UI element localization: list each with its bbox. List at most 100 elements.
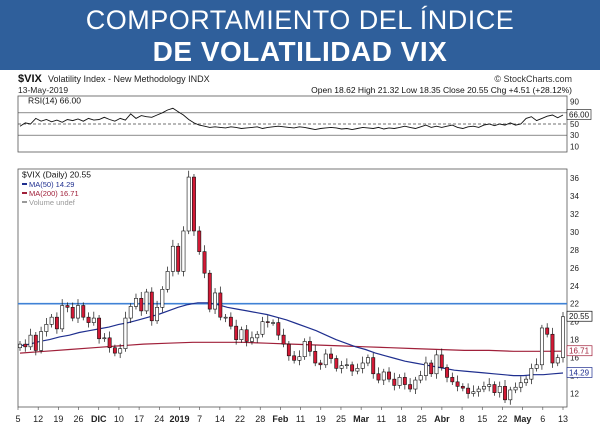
candle-body [476, 388, 481, 393]
x-tick-label: 17 [134, 414, 144, 424]
candle-body [165, 271, 170, 290]
candle-body [213, 292, 217, 310]
candle-body [139, 298, 144, 312]
candle-body [334, 358, 339, 369]
chart-header: $VIX Volatility Index - New Methodology … [18, 73, 572, 95]
rsi-tick-label: 90 [570, 98, 579, 107]
candle-body [234, 325, 239, 340]
x-tick-label: 19 [53, 414, 63, 424]
quote-line: Open 18.62 High 21.32 Low 18.35 Close 20… [311, 85, 572, 95]
candle-body [197, 230, 202, 252]
candle-body [292, 355, 297, 361]
x-tick-label: 22 [497, 414, 507, 424]
candle-body [397, 377, 402, 386]
candle-body [76, 305, 80, 319]
candle-body [366, 357, 370, 364]
price-tick-label: 16 [570, 354, 579, 363]
candle-body [86, 316, 91, 323]
stockcharts-watermark[interactable]: © StockCharts.com [494, 74, 572, 84]
x-tick-label: 28 [255, 414, 265, 424]
last-value-label: 20.55 [569, 312, 590, 321]
candle-body [239, 329, 244, 340]
candle-body [144, 291, 149, 312]
candle-body [44, 324, 49, 332]
x-tick-label: 7 [197, 414, 202, 424]
candle-body [555, 357, 560, 364]
symbol-label: $VIX [18, 73, 43, 85]
candle-body [276, 322, 281, 336]
price-tick-label: 24 [570, 282, 579, 291]
x-tick-label: 24 [154, 414, 164, 424]
candle-body [228, 316, 233, 327]
candle-body [323, 353, 328, 366]
candle-body [355, 368, 360, 372]
candle-body [513, 386, 518, 391]
x-tick-label: Mar [353, 414, 370, 424]
candle-body [455, 381, 460, 387]
x-tick-label: 26 [74, 414, 84, 424]
candle-body [387, 371, 391, 380]
rsi-tick-label: 10 [570, 142, 579, 151]
last-value-label: 16.71 [569, 347, 590, 356]
candle-body [123, 317, 128, 349]
candle-body [81, 305, 86, 318]
candle-body [255, 333, 260, 339]
x-tick-label: 18 [397, 414, 407, 424]
x-tick-label: 11 [296, 414, 305, 424]
candle-body [534, 364, 539, 369]
candle-body [91, 317, 96, 323]
rsi-last-value-box [566, 109, 592, 120]
candle-body [392, 378, 397, 386]
candle-body [244, 329, 249, 342]
x-tick-label: 15 [477, 414, 487, 424]
candle-body [250, 337, 254, 342]
price-tick-label: 28 [570, 246, 579, 255]
candle-body [450, 377, 455, 383]
candle-body [265, 321, 270, 323]
x-tick-label: 25 [417, 414, 427, 424]
candle-body [181, 230, 186, 272]
candle-body [218, 292, 223, 318]
candle-body [160, 289, 165, 308]
rsi-line [19, 107, 564, 131]
x-tick-label: May [514, 414, 532, 424]
candle-body [112, 347, 117, 354]
candle-body [223, 316, 228, 319]
price-tick-label: 34 [570, 192, 579, 201]
candle-body [376, 373, 381, 381]
candle-body [118, 348, 123, 354]
price-tick-label: 18 [570, 336, 579, 345]
candle-body [497, 386, 502, 393]
candle-body [429, 362, 434, 375]
candle-body [176, 245, 181, 272]
price-title: $VIX (Daily) 20.55 [22, 170, 91, 180]
candle-body [550, 333, 555, 364]
candle-body [360, 362, 365, 369]
candle-body [192, 176, 196, 232]
candle-body [371, 357, 376, 375]
title-banner: COMPORTAMIENTO DEL ÍNDICE DE VOLATILIDAD… [0, 0, 600, 70]
candle-body [297, 356, 302, 361]
x-tick-label: 14 [215, 414, 225, 424]
candle-body [54, 316, 59, 330]
price-tick-label: 32 [570, 210, 579, 219]
candle-body [207, 272, 212, 310]
candle-body [286, 343, 291, 357]
rsi-tick-label: 50 [570, 120, 579, 129]
x-tick-label: 19 [316, 414, 326, 424]
legend-label: Volume undef [29, 198, 76, 207]
candle-body [49, 316, 54, 325]
candle-body [508, 389, 513, 401]
candle-body [202, 251, 207, 274]
last-value-tag [566, 345, 593, 357]
candle-body [344, 364, 349, 366]
candle-body [518, 382, 523, 388]
candle-body [23, 343, 28, 348]
x-tick-label: 25 [336, 414, 346, 424]
candle-body [434, 354, 439, 375]
price-tick-label: 30 [570, 228, 579, 237]
x-tick-label: 13 [558, 414, 568, 424]
candle-body [418, 375, 423, 381]
candle-body [524, 378, 529, 384]
candle-body [460, 386, 465, 389]
